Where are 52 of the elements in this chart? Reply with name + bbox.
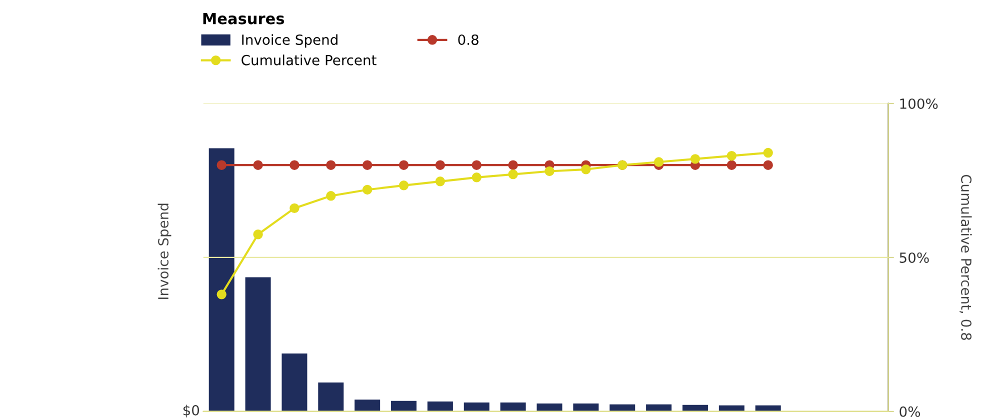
point <box>253 230 263 240</box>
bar <box>646 404 672 412</box>
point <box>654 157 664 167</box>
bar <box>245 277 271 412</box>
point <box>581 164 591 174</box>
bar <box>500 402 526 412</box>
point <box>435 160 446 170</box>
bar <box>464 402 490 412</box>
point <box>290 160 300 170</box>
point <box>326 160 336 170</box>
y2-tick-label: 0% <box>900 406 920 417</box>
point <box>253 160 263 170</box>
point <box>508 160 518 170</box>
point <box>362 160 372 170</box>
bar <box>282 354 308 412</box>
point <box>326 191 336 201</box>
bar <box>208 148 234 412</box>
bar <box>610 404 636 412</box>
point <box>472 160 482 170</box>
point <box>726 160 737 170</box>
bar <box>755 405 781 412</box>
legend-label: Cumulative Percent <box>242 54 376 66</box>
bar <box>318 382 344 412</box>
bar <box>718 405 744 412</box>
bar <box>573 404 599 412</box>
point <box>398 160 409 170</box>
point <box>216 290 226 300</box>
legend-label: 0.8 <box>458 34 478 45</box>
point <box>690 154 700 164</box>
point <box>763 148 773 158</box>
bar <box>682 404 708 412</box>
text: $0 <box>183 404 200 418</box>
point <box>472 172 482 182</box>
y-axis-title: Invoice Spend <box>158 204 172 299</box>
bar <box>427 401 453 412</box>
point <box>290 203 300 214</box>
point <box>763 160 773 170</box>
point <box>362 184 372 195</box>
bar <box>354 400 380 412</box>
point <box>544 166 554 176</box>
point <box>398 180 409 190</box>
y2-tick-label: 100% <box>900 98 938 109</box>
legend-title: Measures <box>203 12 284 24</box>
bar <box>391 400 417 412</box>
legend-label: Invoice Spend <box>242 34 338 48</box>
point <box>726 150 737 161</box>
point <box>216 160 226 170</box>
y2-axis-title: Cumulative Percent, 0.8 <box>960 174 972 340</box>
point <box>435 176 446 186</box>
y2-tick-label: 50% <box>900 252 929 263</box>
bar <box>536 404 562 412</box>
point <box>508 169 518 180</box>
